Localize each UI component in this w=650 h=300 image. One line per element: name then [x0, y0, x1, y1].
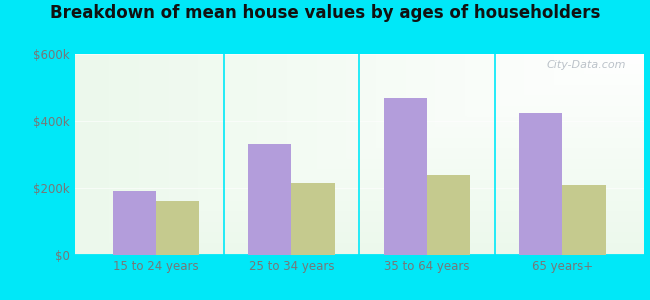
Bar [384, 98, 427, 255]
Bar [112, 191, 156, 255]
Bar [427, 175, 470, 255]
Bar [156, 201, 200, 255]
Text: City-Data.com: City-Data.com [547, 60, 627, 70]
Bar [562, 184, 606, 255]
Bar [291, 183, 335, 255]
Bar [248, 144, 291, 255]
Text: Breakdown of mean house values by ages of householders: Breakdown of mean house values by ages o… [50, 4, 600, 22]
Bar [519, 112, 562, 255]
